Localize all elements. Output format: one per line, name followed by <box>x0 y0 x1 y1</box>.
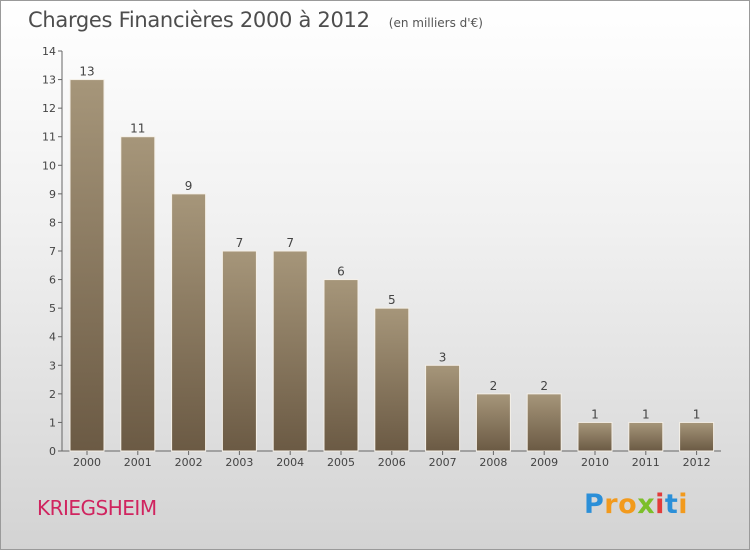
x-tick-label: 2000 <box>73 456 101 469</box>
y-tick-label: 5 <box>49 302 56 315</box>
x-tick-label: 2010 <box>581 456 609 469</box>
bar <box>323 279 359 452</box>
y-tick-label: 12 <box>42 102 56 115</box>
x-tick-label: 2004 <box>276 456 304 469</box>
bar <box>577 421 613 452</box>
y-tick-label: 9 <box>49 188 56 201</box>
y-tick-label: 10 <box>42 159 56 172</box>
logo-letter: i <box>678 489 689 520</box>
data-label: 5 <box>388 293 396 307</box>
x-tick-label: 2006 <box>378 456 406 469</box>
y-tick-label: 13 <box>42 74 56 87</box>
logo-letter: i <box>655 489 665 520</box>
data-label: 6 <box>337 265 345 279</box>
logo-letter: P <box>584 489 605 520</box>
commune-name: KRIEGSHEIM <box>37 496 157 520</box>
x-tick-label: 2011 <box>632 456 660 469</box>
x-tick-label: 2005 <box>327 456 355 469</box>
data-label: 1 <box>591 407 599 421</box>
title-row: Charges Financières 2000 à 2012 (en mill… <box>28 8 483 32</box>
bar <box>475 393 511 452</box>
chart-subtitle: (en milliers d'€) <box>388 16 483 30</box>
x-tick-label: 2009 <box>530 456 558 469</box>
x-tick-label: 2002 <box>175 456 203 469</box>
bar <box>272 250 308 452</box>
bar <box>171 193 207 452</box>
bar <box>425 364 461 452</box>
data-label: 9 <box>185 179 193 193</box>
y-tick-label: 3 <box>49 359 56 372</box>
y-tick-label: 11 <box>42 131 56 144</box>
bar <box>526 393 562 452</box>
x-tick-label: 2003 <box>225 456 253 469</box>
data-label: 7 <box>286 236 294 250</box>
y-tick-label: 1 <box>49 416 56 429</box>
bar <box>69 79 105 452</box>
data-label: 7 <box>236 236 244 250</box>
data-label: 2 <box>490 379 498 393</box>
bar <box>628 421 664 452</box>
proxiti-logo: Proxiti <box>584 489 688 520</box>
logo-letter: t <box>664 489 679 520</box>
data-label: 3 <box>439 350 447 364</box>
y-tick-label: 14 <box>42 45 56 58</box>
y-tick-label: 4 <box>49 331 56 344</box>
chart-title: Charges Financières 2000 à 2012 <box>28 8 370 32</box>
data-label: 11 <box>130 122 145 136</box>
logo-letter: o <box>618 489 638 520</box>
y-tick-label: 7 <box>49 245 56 258</box>
y-tick-label: 6 <box>49 274 56 287</box>
bar <box>679 421 715 452</box>
data-label: 13 <box>79 65 94 79</box>
logo-letter: r <box>604 489 619 520</box>
bar <box>221 250 257 452</box>
y-tick-label: 0 <box>49 445 56 458</box>
x-tick-label: 2012 <box>683 456 711 469</box>
y-tick-label: 2 <box>49 388 56 401</box>
y-tick-label: 8 <box>49 216 56 229</box>
bar <box>120 136 156 452</box>
data-label: 1 <box>642 407 650 421</box>
data-label: 2 <box>540 379 548 393</box>
data-label: 1 <box>693 407 701 421</box>
x-tick-label: 2001 <box>124 456 152 469</box>
logo-letter: x <box>637 489 656 520</box>
x-tick-label: 2008 <box>479 456 507 469</box>
bar <box>374 307 410 452</box>
x-tick-label: 2007 <box>429 456 457 469</box>
